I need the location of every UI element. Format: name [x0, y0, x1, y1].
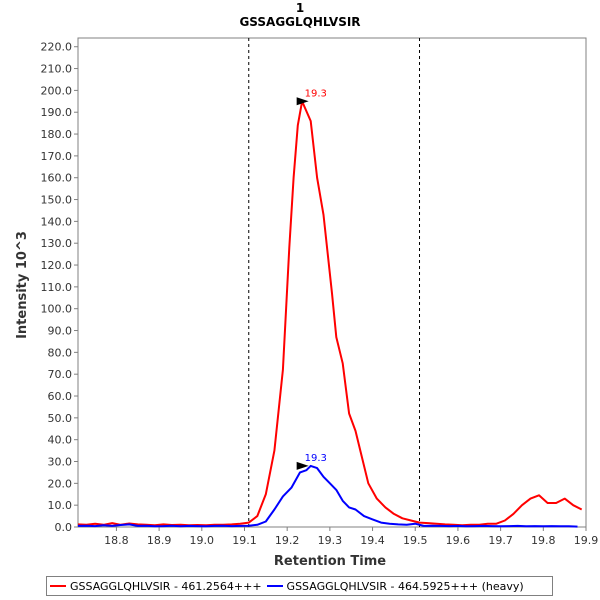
series-lines: [77, 100, 583, 528]
y-tick-label: 30.0: [48, 456, 73, 469]
x-axis-label: Retention Time: [274, 554, 386, 569]
peak-markers: 19.3 19.3: [296, 88, 327, 470]
legend-item: GSSAGGLQHLVSIR - 461.2564+++: [50, 580, 262, 593]
x-tick-label: 19.3: [318, 534, 343, 547]
y-tick-label: 10.0: [48, 499, 73, 512]
x-tick-label: 19.8: [531, 534, 556, 547]
x-tick-label: 18.9: [147, 534, 172, 547]
peak-arrow-icon: [296, 97, 309, 106]
y-tick-label: 130.0: [41, 237, 73, 250]
x-tick-label: 19.6: [446, 534, 471, 547]
x-tick-label: 19.0: [190, 534, 215, 547]
chart-title: 1: [296, 1, 304, 15]
y-tick-label: 20.0: [48, 477, 73, 490]
series-line-1: [77, 100, 583, 527]
y-tick-label: 40.0: [48, 434, 73, 447]
legend-item: GSSAGGLQHLVSIR - 464.5925+++ (heavy): [266, 579, 524, 593]
legend-label: GSSAGGLQHLVSIR - 464.5925+++ (heavy): [286, 579, 524, 593]
y-tick-label: 100.0: [41, 303, 73, 316]
legend-swatch: [50, 585, 66, 587]
x-tick-label: 19.5: [403, 534, 428, 547]
x-tick-label: 19.2: [275, 534, 300, 547]
x-tick-label: 19.7: [488, 534, 513, 547]
x-tick-label: 19.1: [232, 534, 257, 547]
y-tick-label: 160.0: [41, 172, 73, 185]
y-tick-label: 220.0: [41, 41, 73, 54]
legend-label: GSSAGGLQHLVSIR - 461.2564+++: [70, 579, 262, 593]
chart-subtitle: GSSAGGLQHLVSIR: [239, 15, 360, 29]
y-tick-label: 190.0: [41, 106, 73, 119]
y-tick-label: 210.0: [41, 63, 73, 76]
legend-swatch: [266, 585, 283, 587]
chart-legend: GSSAGGLQHLVSIR - 461.2564+++ GSSAGGLQHLVS…: [46, 576, 553, 596]
y-tick-label: 180.0: [41, 128, 73, 141]
x-tick-label: 19.4: [360, 534, 385, 547]
y-tick-label: 60.0: [48, 390, 73, 403]
y-tick-label: 140.0: [41, 215, 73, 228]
y-tick-label: 0.0: [55, 521, 73, 534]
y-tick-label: 150.0: [41, 194, 73, 207]
series-line-2: [77, 464, 578, 528]
y-axis-label: Intensity 10^3: [15, 231, 30, 339]
y-axis: 0.0 10.0 20.0 30.0 40.0 50.0 60.0 70.0 80.0 90.0 1…: [41, 41, 78, 534]
peak-label: 19.3: [305, 453, 327, 464]
x-axis: 18.8 18.9 19.0 19.1 19.2 19.3 19.4 19.5 19.6 19.7…: [104, 527, 598, 547]
y-tick-label: 70.0: [48, 368, 73, 381]
plot-area: [77, 37, 587, 528]
y-tick-label: 170.0: [41, 150, 73, 163]
y-tick-label: 120.0: [41, 259, 73, 272]
y-tick-label: 80.0: [48, 346, 73, 359]
x-tick-label: 18.8: [104, 534, 129, 547]
peak-arrow-icon: [296, 461, 309, 470]
y-tick-label: 50.0: [48, 412, 73, 425]
peak-label: 19.3: [305, 88, 327, 99]
y-tick-label: 110.0: [41, 281, 73, 294]
y-tick-label: 200.0: [41, 84, 73, 97]
x-tick-label: 19.9: [574, 534, 599, 547]
y-tick-label: 90.0: [48, 325, 73, 338]
